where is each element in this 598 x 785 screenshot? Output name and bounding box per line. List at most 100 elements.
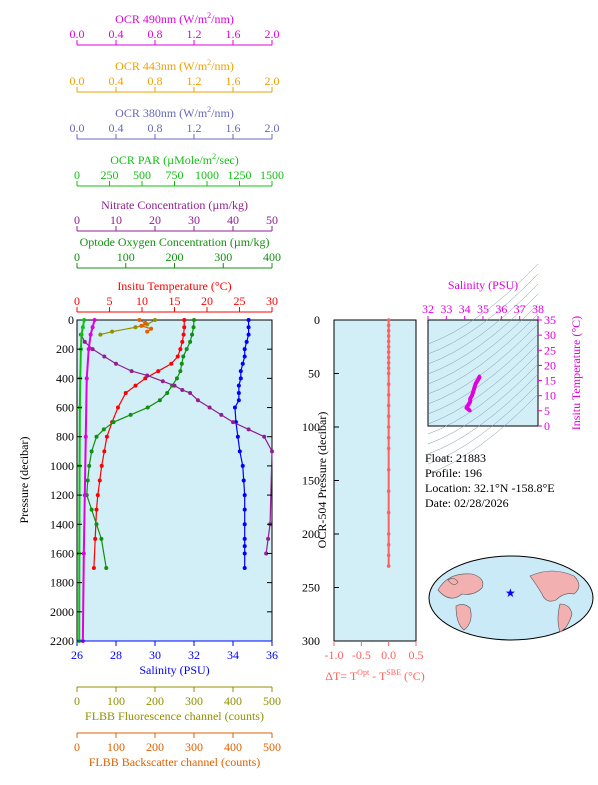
map-land-south-america [557, 603, 573, 633]
axis-tick-label-backscatter: 400 [224, 740, 242, 754]
axis-tick-label-ocr490: 0.4 [109, 27, 124, 41]
axis-tick-label-backscatter: 300 [185, 740, 203, 754]
series-point-nitrate [195, 398, 200, 403]
axis-tick-label-par: 1500 [260, 168, 284, 182]
axis-tick-label-temperature: 25 [234, 294, 246, 308]
delta-t-label-sup2: SBE [386, 668, 401, 677]
series-point-ocr490 [92, 318, 97, 322]
pressure-axis: 0 200 400 600 800 1000 1200 1400 1600 1800 2000 220… [50, 313, 272, 648]
axis-tick-label-temperature: 5 [107, 294, 113, 308]
series-point-salinity [242, 566, 247, 571]
pressure-tick-label: 1800 [50, 576, 74, 590]
pressure-tick-label: 2200 [50, 634, 74, 648]
axis-tick-label-nitrate: 50 [266, 213, 278, 227]
ts-temperature-tick-label: 10 [544, 389, 556, 403]
series-point-salinity [246, 318, 251, 322]
axis-tick-label-par: 0 [74, 168, 80, 182]
series-point-ocr490 [86, 347, 91, 352]
ts-density-contour [427, 383, 539, 465]
axis-tick-label-salinity: 30 [149, 648, 161, 662]
ts-point [468, 397, 472, 401]
float-info: Float: 21883 Profile: 196 Location: 32.1… [425, 451, 555, 510]
ts-temperature-tick-label: 35 [544, 313, 556, 327]
series-point-oxygen [111, 420, 116, 425]
ts-salinity-tick-label: 36 [495, 302, 507, 316]
axis-tick-label-fluorescence: 300 [185, 694, 203, 708]
delta-t-point [386, 403, 391, 408]
axis-tick-label-fluorescence: 0 [74, 694, 80, 708]
ts-series [464, 374, 482, 413]
series-point-ocr490 [81, 551, 86, 556]
axis-label-end-ocr380: /nm) [211, 106, 234, 120]
series-point-fluorescence [153, 318, 157, 322]
delta-t-point [386, 355, 391, 360]
series-point-nitrate [246, 427, 251, 432]
series-point-nitrate [188, 390, 193, 395]
axis-tick-label-temperature: 10 [136, 294, 148, 308]
pressure-axis-label: Pressure (decibar) [17, 437, 31, 524]
series-point-nitrate [264, 551, 269, 556]
series-point-nitrate [231, 420, 235, 425]
series-point-temperature [94, 507, 99, 512]
map-land-north-america [529, 570, 580, 602]
series-point-nitrate [207, 405, 212, 410]
series-point-ocr490 [84, 376, 89, 381]
ts-temperature-tick-label: 30 [544, 328, 556, 342]
series-point-salinity [246, 332, 251, 337]
pressure-tick-label: 1000 [50, 459, 74, 473]
axis-tick-label-ocr490: 0.0 [70, 27, 85, 41]
delta-t-point [386, 318, 391, 322]
delta-t-point [386, 446, 391, 451]
series-point-nitrate [219, 412, 224, 417]
ts-point [474, 382, 478, 386]
series-point-salinity [240, 463, 245, 468]
axis-tick-label-oxygen: 200 [166, 250, 184, 264]
series-point-nitrate [180, 388, 185, 393]
series-point-oxygen [94, 522, 99, 527]
series-point-nitrate [82, 339, 87, 344]
axis-tick-label-ocr490: 0.8 [148, 27, 163, 41]
ts-point [472, 388, 476, 392]
axis-tick-label-ocr380: 1.6 [226, 121, 241, 135]
axis-label-fluorescence: FLBB Fluorescence channel (counts) [85, 709, 264, 723]
ts-density-contour [427, 313, 539, 395]
ts-density-contour [427, 393, 539, 475]
axis-label-main-par: OCR PAR (µMole/m [110, 153, 212, 167]
axis-label-main-ocr443: OCR 443nm (W/m [115, 59, 208, 73]
ocr-pressure-tick-label: 100 [302, 420, 320, 434]
series-point-salinity [240, 361, 245, 366]
series-point-temperature [175, 354, 180, 359]
series-point-backscatter [139, 323, 144, 328]
axis-label-nitrate: Nitrate Concentration (µm/kg) [101, 198, 248, 212]
delta-t-label-end: (°C) [401, 669, 425, 683]
series-point-temperature [169, 361, 174, 366]
axis-tick-label-ocr380: 2.0 [265, 121, 280, 135]
delta-t-point [386, 334, 391, 338]
main-plot-background [76, 319, 273, 642]
series-point-oxygen [181, 354, 186, 359]
axis-tick-label-ocr443: 1.2 [187, 74, 202, 88]
float-location-marker: ★ [505, 586, 516, 600]
delta-t-point [386, 532, 391, 536]
axis-tick-label-temperature: 20 [201, 294, 213, 308]
ts-density-contour [427, 373, 539, 455]
series-point-salinity [232, 405, 237, 410]
ts-density-contour [427, 363, 539, 445]
series-point-salinity [235, 434, 240, 439]
series-point-oxygen [128, 412, 133, 417]
axis-tick-label-backscatter: 100 [107, 740, 125, 754]
axis-tick-label-salinity: 26 [71, 648, 83, 662]
series-point-oxygen [94, 434, 99, 439]
axis-label-ocr443: OCR 443nm (W/m2/nm) [115, 58, 234, 73]
ocr-pressure-tick-label: 50 [308, 367, 320, 381]
series-point-nitrate [145, 373, 150, 378]
axis-label-main-temperature: Insitu Temperature (°C) [117, 279, 231, 293]
axis-tick-label-backscatter: 200 [146, 740, 164, 754]
axis-par: 0 250 500 750 1000 1250 1500 OCR PAR (µMole/m2/… [74, 152, 284, 187]
pressure-tick-label: 200 [56, 342, 74, 356]
